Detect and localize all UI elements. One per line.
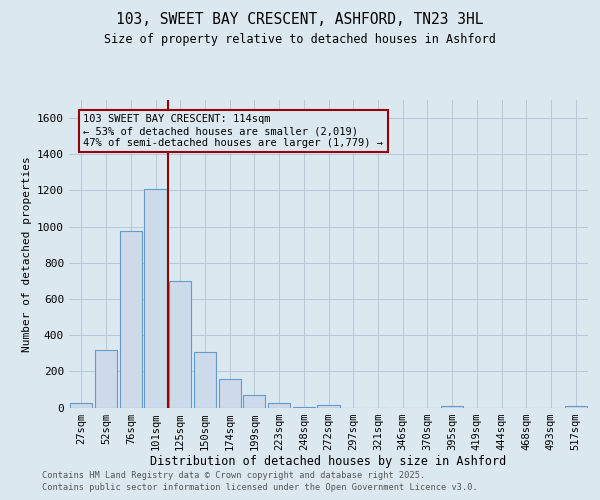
- Bar: [243, 395, 265, 407]
- Bar: [218, 378, 241, 408]
- Bar: [95, 350, 117, 408]
- Text: 103, SWEET BAY CRESCENT, ASHFORD, TN23 3HL: 103, SWEET BAY CRESCENT, ASHFORD, TN23 3…: [116, 12, 484, 28]
- Bar: [565, 406, 587, 407]
- Bar: [169, 281, 191, 407]
- X-axis label: Distribution of detached houses by size in Ashford: Distribution of detached houses by size …: [151, 456, 506, 468]
- Bar: [441, 406, 463, 407]
- Bar: [317, 405, 340, 407]
- Bar: [268, 403, 290, 407]
- Text: 103 SWEET BAY CRESCENT: 114sqm
← 53% of detached houses are smaller (2,019)
47% : 103 SWEET BAY CRESCENT: 114sqm ← 53% of …: [83, 114, 383, 148]
- Bar: [119, 231, 142, 408]
- Bar: [194, 352, 216, 408]
- Bar: [145, 188, 167, 408]
- Y-axis label: Number of detached properties: Number of detached properties: [22, 156, 32, 352]
- Bar: [70, 403, 92, 407]
- Text: Size of property relative to detached houses in Ashford: Size of property relative to detached ho…: [104, 32, 496, 46]
- Text: Contains public sector information licensed under the Open Government Licence v3: Contains public sector information licen…: [42, 484, 478, 492]
- Bar: [293, 406, 315, 408]
- Text: Contains HM Land Registry data © Crown copyright and database right 2025.: Contains HM Land Registry data © Crown c…: [42, 471, 425, 480]
